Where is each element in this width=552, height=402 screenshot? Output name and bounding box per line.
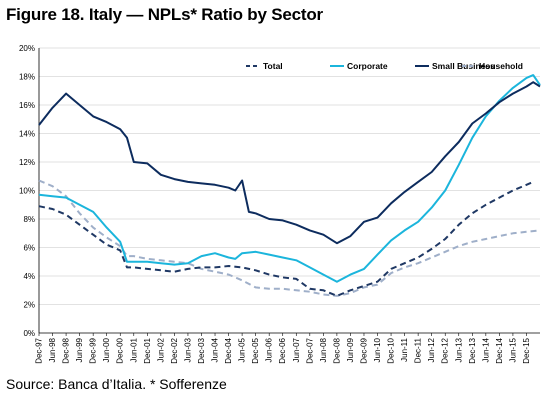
x-tick-label: Jun-02 xyxy=(156,337,165,362)
x-tick-label: Dec-08 xyxy=(332,337,341,363)
x-tick-label: Jun-04 xyxy=(211,337,220,362)
x-tick-label: Jun-10 xyxy=(373,337,382,362)
x-tick-label: Dec-06 xyxy=(278,337,287,363)
x-tick-label: Jun-07 xyxy=(292,337,301,362)
series-line-corporate xyxy=(38,74,541,283)
x-tick-label: Dec-00 xyxy=(116,337,125,363)
x-tick-label: Dec-03 xyxy=(197,337,206,363)
x-tick-label: Dec-14 xyxy=(495,337,504,363)
series-lines xyxy=(38,74,541,297)
x-tick-label: Jun-09 xyxy=(346,337,355,362)
x-tick-label: Jun-00 xyxy=(102,337,111,362)
x-tick-label: Jun-98 xyxy=(48,337,57,362)
source-note: Source: Banca d’Italia. * Sofferenze xyxy=(6,376,227,392)
grid-lines xyxy=(39,47,540,305)
x-tick-label: Jun-15 xyxy=(508,337,517,362)
x-tick-label: Dec-97 xyxy=(35,337,44,363)
x-tick-label: Dec-09 xyxy=(359,337,368,363)
y-tick-label: 2% xyxy=(23,301,35,310)
x-tick-label: Dec-01 xyxy=(143,337,152,363)
chart-title: Figure 18. Italy — NPLs* Ratio by Sector xyxy=(6,5,323,24)
y-tick-label: 14% xyxy=(19,130,35,139)
x-tick-label: Jun-06 xyxy=(265,337,274,362)
x-tick-label: Dec-15 xyxy=(522,337,531,363)
x-tick-label: Dec-98 xyxy=(62,337,71,363)
x-tick-label: Jun-13 xyxy=(454,337,463,362)
x-tick-label: Jun-03 xyxy=(183,337,192,362)
y-tick-label: 6% xyxy=(23,244,35,253)
x-tick-label: Dec-07 xyxy=(305,337,314,363)
y-tick-label: 16% xyxy=(19,101,35,110)
y-tick-label: 4% xyxy=(23,272,35,281)
x-tick-label: Dec-13 xyxy=(468,337,477,363)
legend-label: Total xyxy=(263,61,283,71)
x-tick-label: Dec-99 xyxy=(89,337,98,363)
x-tick-label: Dec-10 xyxy=(387,337,396,363)
series-line-small-business xyxy=(38,81,541,245)
y-tick-label: 18% xyxy=(19,73,35,82)
x-tick-label: Jun-01 xyxy=(129,337,138,362)
legend-label: Household xyxy=(479,61,523,71)
x-tick-label: Jun-14 xyxy=(481,337,490,362)
x-tick-label: Dec-02 xyxy=(170,337,179,363)
y-tick-label: 20% xyxy=(19,44,35,53)
series-line-household xyxy=(38,179,541,297)
y-tick-label: 12% xyxy=(19,158,35,167)
y-tick-label: 10% xyxy=(19,187,35,196)
x-tick-label: Dec-11 xyxy=(414,337,423,363)
x-tick-label: Dec-04 xyxy=(224,337,233,363)
y-tick-label: 8% xyxy=(23,215,35,224)
axes: 0% 2% 4% 6% 8% 10% 12% 14% 16% 18% 20% Dec-97 Jun-98… xyxy=(19,44,540,364)
x-tick-label: Jun-05 xyxy=(238,337,247,362)
x-tick-label: Jun-99 xyxy=(75,337,84,362)
series-line-total xyxy=(38,180,534,297)
x-tick-label: Jun-11 xyxy=(400,337,409,361)
x-tick-label: Jun-12 xyxy=(427,337,436,362)
x-tick-label: Dec-12 xyxy=(441,337,450,363)
x-tick-label: Jun-08 xyxy=(319,337,328,362)
y-tick-label: 0% xyxy=(23,329,35,338)
legend-label: Corporate xyxy=(347,61,388,71)
x-tick-label: Dec-05 xyxy=(251,337,260,363)
